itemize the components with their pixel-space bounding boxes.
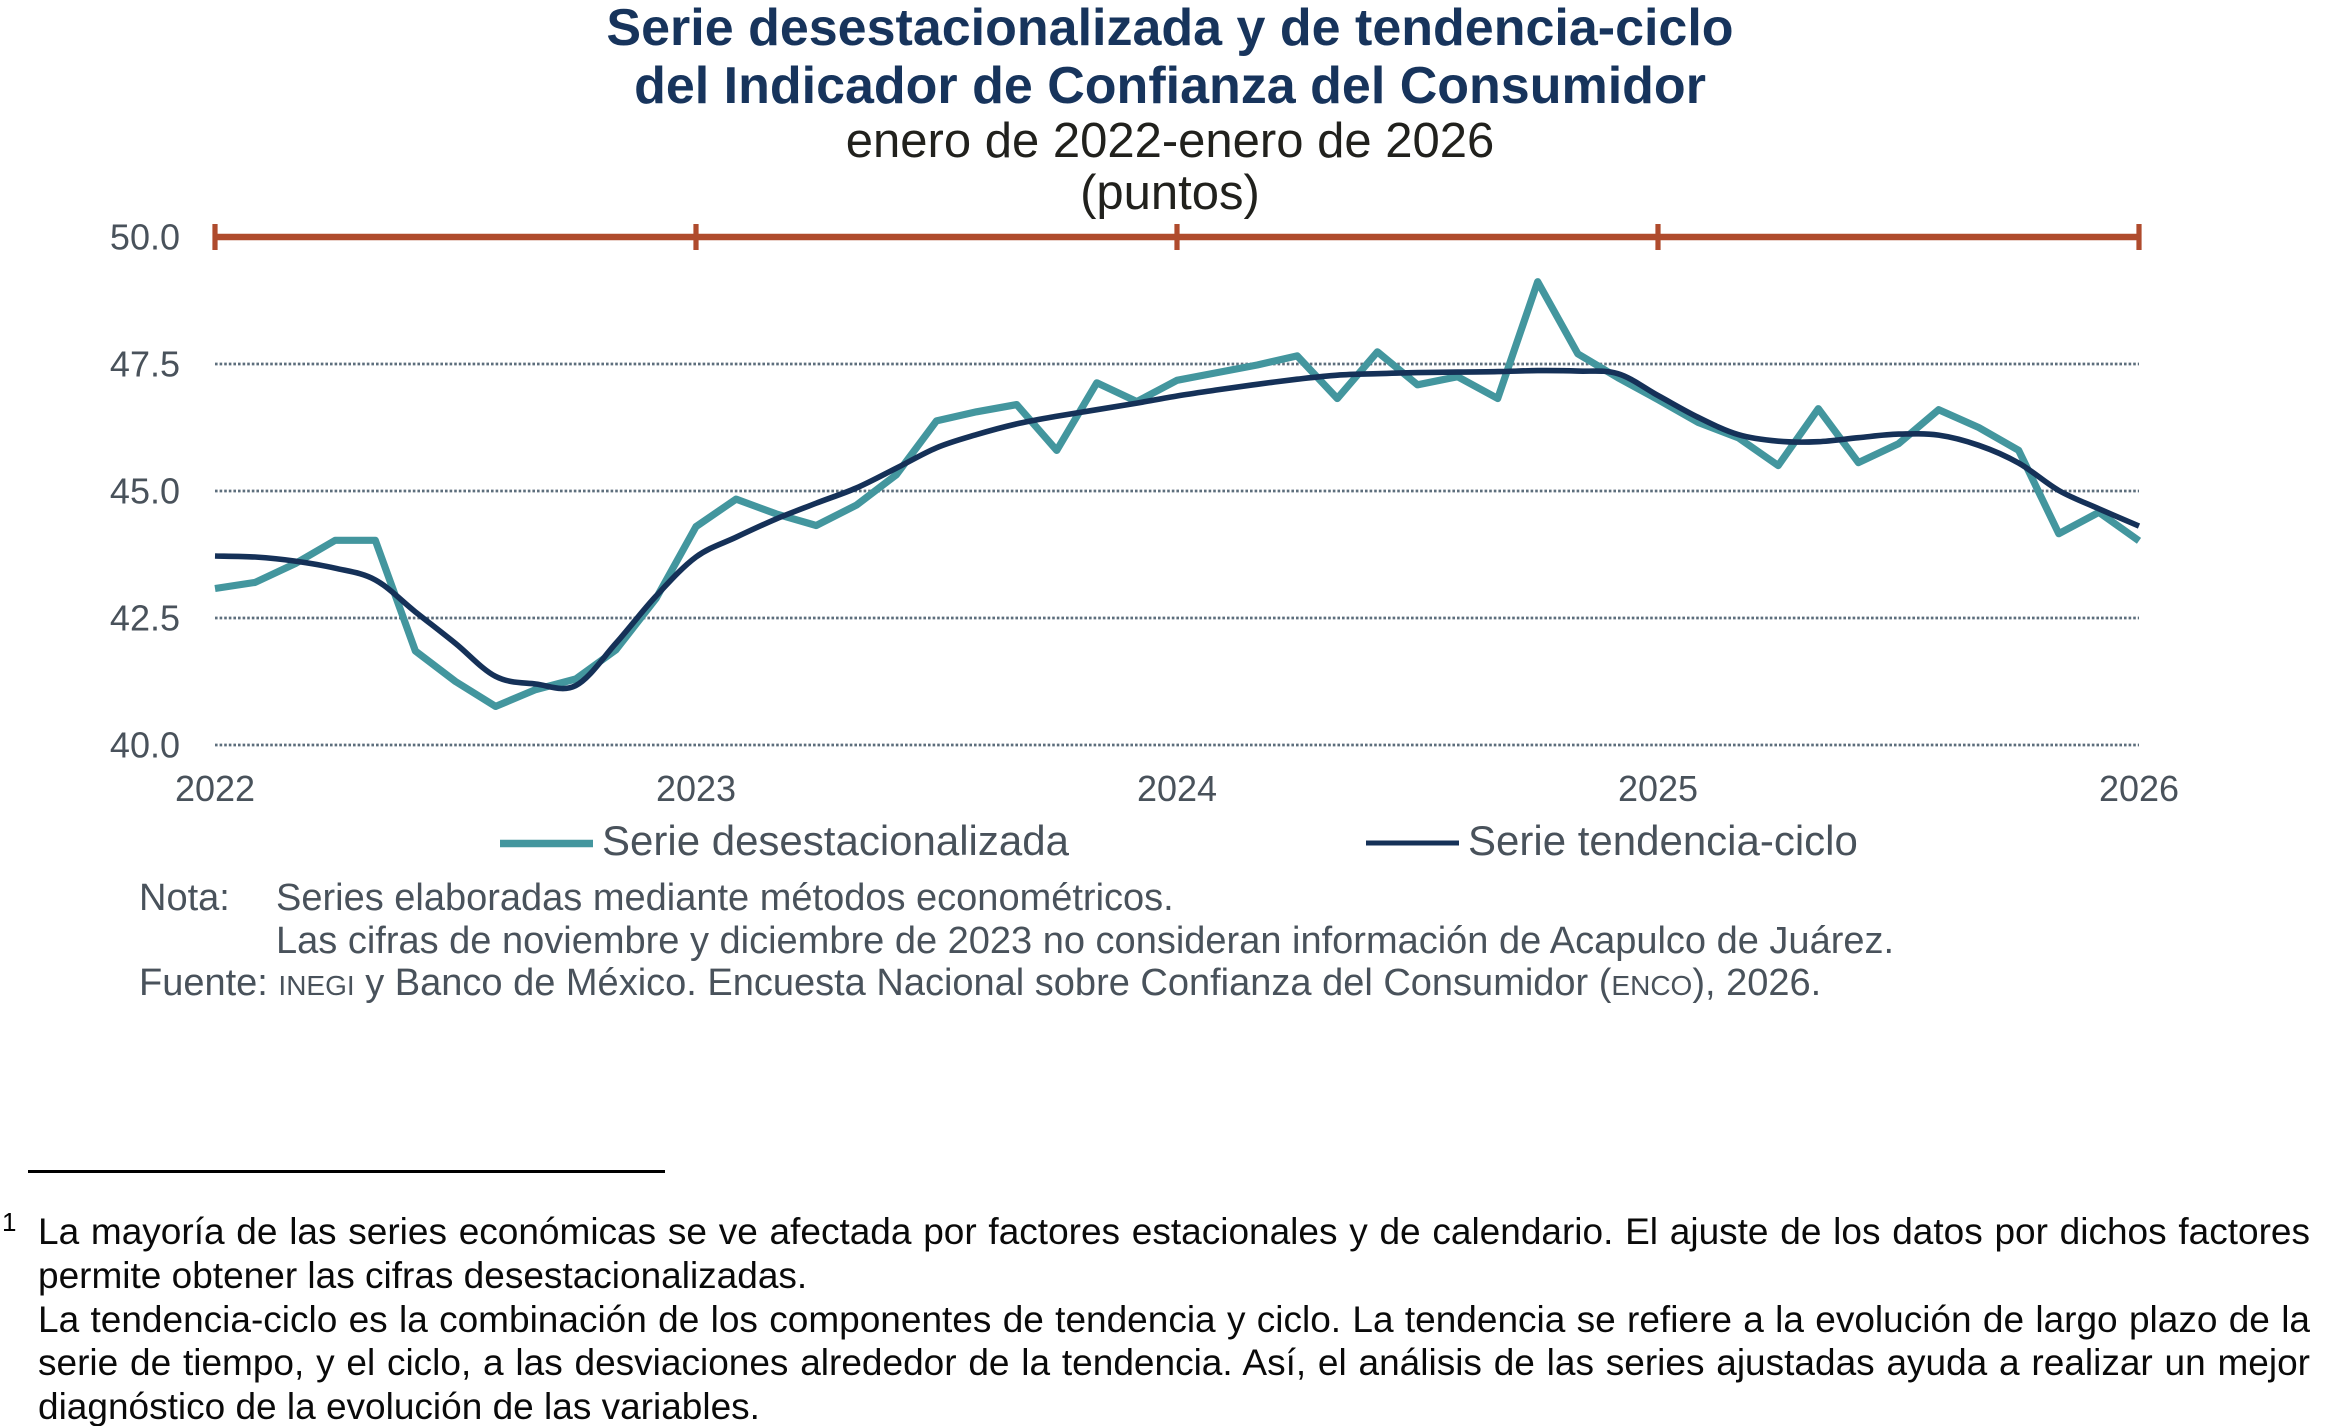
- svg-text:45.0: 45.0: [110, 471, 180, 512]
- svg-text:Serie desestacionalizada: Serie desestacionalizada: [602, 817, 1070, 864]
- svg-text:2023: 2023: [656, 768, 736, 809]
- svg-text:2022: 2022: [175, 768, 255, 809]
- svg-text:40.0: 40.0: [110, 725, 180, 766]
- svg-text:Serie tendencia-ciclo: Serie tendencia-ciclo: [1468, 817, 1858, 864]
- svg-text:2026: 2026: [2099, 768, 2179, 809]
- svg-text:42.5: 42.5: [110, 598, 180, 639]
- svg-text:2024: 2024: [1137, 768, 1217, 809]
- svg-text:50.0: 50.0: [110, 217, 180, 258]
- svg-text:2025: 2025: [1618, 768, 1698, 809]
- svg-text:47.5: 47.5: [110, 344, 180, 385]
